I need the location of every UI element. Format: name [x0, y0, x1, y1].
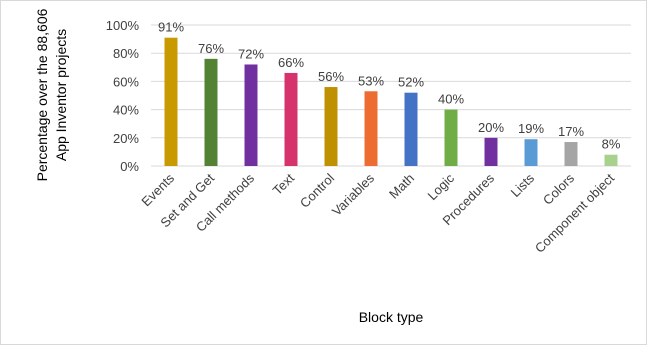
x-axis-title: Block type	[359, 309, 424, 325]
bars	[164, 37, 618, 167]
y-tick-label: 20%	[113, 131, 139, 146]
bar-text	[284, 72, 298, 166]
bar-procedures	[484, 137, 498, 166]
bar-set-and-get	[204, 58, 218, 167]
data-label: 91%	[158, 20, 184, 35]
data-label: 56%	[318, 69, 344, 84]
bar-control	[324, 87, 338, 166]
data-label: 52%	[398, 75, 424, 90]
y-tick-label: 100%	[106, 18, 140, 33]
data-label: 66%	[278, 55, 304, 70]
data-label: 17%	[558, 124, 584, 139]
y-axis-title-line-1: Percentage over the 88,606	[34, 8, 50, 181]
gridlines	[151, 24, 631, 167]
bar-component-object	[604, 154, 618, 166]
bar-lists	[524, 139, 538, 166]
data-label: 76%	[198, 41, 224, 56]
y-tick-label: 0%	[120, 159, 139, 174]
data-label: 72%	[238, 46, 264, 61]
x-category-label: Colors	[540, 170, 578, 208]
x-category-label: Logic	[425, 170, 458, 203]
x-category-label: Events	[138, 170, 177, 209]
y-tick-label: 80%	[113, 46, 139, 61]
bar-call-methods	[244, 64, 258, 166]
bar-logic	[444, 109, 458, 166]
x-category-label: Text	[270, 170, 298, 198]
bar-events	[164, 37, 178, 166]
data-labels: 91% 76% 72% 66% 56% 53% 52% 40% 20% 19% 17% 8%	[158, 20, 621, 152]
data-label: 20%	[478, 120, 504, 135]
y-tick-label: 40%	[113, 103, 139, 118]
data-label: 53%	[358, 73, 384, 88]
data-label: 40%	[438, 92, 464, 107]
y-axis-tick-labels: 0% 20% 40% 60% 80% 100%	[106, 18, 140, 174]
data-label: 8%	[602, 137, 621, 152]
x-category-label: Math	[386, 171, 417, 202]
x-category-label: Variables	[329, 170, 378, 219]
x-category-label: Lists	[508, 170, 538, 200]
bar-variables	[364, 91, 378, 166]
y-tick-label: 60%	[113, 74, 139, 89]
y-axis-title-line-2: App Inventor projects	[53, 29, 69, 161]
bar-colors	[564, 142, 578, 166]
bar-math	[404, 92, 418, 166]
data-label: 19%	[518, 121, 544, 136]
